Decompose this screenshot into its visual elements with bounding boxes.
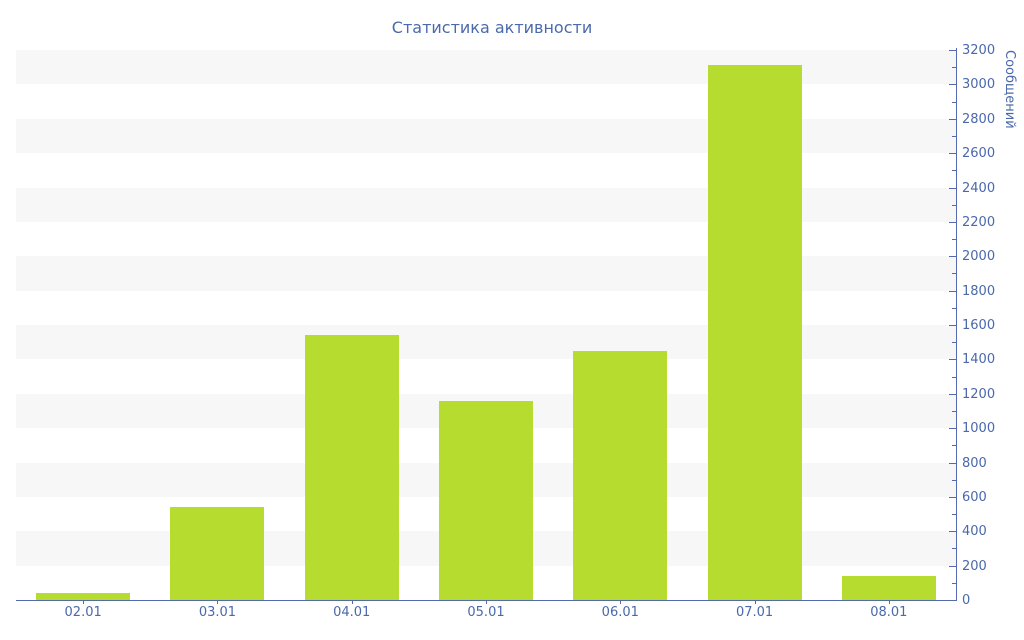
y-axis-major-tick xyxy=(949,393,956,395)
y-axis-label: 1800 xyxy=(962,283,996,299)
bar-02.01 xyxy=(36,593,130,600)
y-axis-minor-tick xyxy=(952,548,956,550)
y-axis-label: 1600 xyxy=(962,318,996,333)
y-axis-label: 1200 xyxy=(962,386,996,402)
bar-05.01 xyxy=(439,400,533,600)
y-axis-minor-tick xyxy=(952,445,956,447)
x-axis-label: 04.01 xyxy=(333,605,371,620)
y-axis-major-tick xyxy=(949,600,956,601)
y-axis-major-tick xyxy=(949,565,956,567)
x-axis-tick xyxy=(217,600,218,604)
y-axis-major-tick xyxy=(949,531,956,533)
y-axis-label: 800 xyxy=(962,455,987,471)
x-axis-label: 06.01 xyxy=(601,605,639,620)
x-axis-tick xyxy=(486,600,487,604)
x-axis-label: 05.01 xyxy=(467,605,505,620)
y-axis-minor-tick xyxy=(952,479,956,481)
y-axis-label: 2600 xyxy=(962,146,996,162)
y-axis-label: 2400 xyxy=(962,180,996,196)
y-axis-minor-tick xyxy=(952,582,956,584)
bar-08.01 xyxy=(842,575,936,600)
x-axis-label: 08.01 xyxy=(870,605,908,620)
y-axis-minor-tick xyxy=(952,307,956,309)
y-axis-major-tick xyxy=(949,428,956,430)
y-axis-label: 1400 xyxy=(962,352,996,368)
grid-band xyxy=(16,118,956,154)
y-axis-minor-tick xyxy=(952,239,956,241)
y-axis-title: Сообщений xyxy=(1002,50,1017,129)
y-axis-minor-tick xyxy=(952,204,956,206)
y-axis-major-tick xyxy=(949,50,956,51)
y-axis-major-tick xyxy=(949,359,956,361)
y-axis-label: 2200 xyxy=(962,214,996,230)
y-axis-major-tick xyxy=(949,290,956,292)
x-axis-tick xyxy=(352,600,353,604)
y-axis-minor-tick xyxy=(952,135,956,137)
y-axis-label: 400 xyxy=(962,524,987,540)
y-axis-major-tick xyxy=(949,496,956,498)
y-axis-line xyxy=(956,48,957,601)
y-axis-minor-tick xyxy=(952,376,956,378)
y-axis-label: 600 xyxy=(962,489,987,505)
y-axis-label: 2000 xyxy=(962,249,996,265)
plot-area xyxy=(16,50,956,600)
x-axis-tick xyxy=(620,600,621,604)
y-axis-major-tick xyxy=(949,221,956,223)
y-axis-minor-tick xyxy=(952,273,956,275)
y-axis-label: 200 xyxy=(962,558,987,574)
y-axis-major-tick xyxy=(949,153,956,155)
y-axis-minor-tick xyxy=(952,410,956,412)
grid-band xyxy=(16,187,956,222)
y-axis-label: 2800 xyxy=(962,111,996,127)
x-axis-label: 07.01 xyxy=(735,605,774,620)
y-axis-minor-tick xyxy=(952,170,956,172)
grid-band xyxy=(16,256,956,291)
y-axis-minor-tick xyxy=(952,101,956,103)
bar-06.01 xyxy=(573,350,667,600)
y-axis-label: 1000 xyxy=(962,421,996,437)
x-axis-tick xyxy=(755,600,756,604)
x-axis-line xyxy=(16,600,957,601)
y-axis-minor-tick xyxy=(952,67,956,69)
y-axis-major-tick xyxy=(949,118,956,120)
y-axis-major-tick xyxy=(949,462,956,464)
x-axis-label: 02.01 xyxy=(64,605,102,620)
bar-03.01 xyxy=(170,507,264,600)
y-axis-major-tick xyxy=(949,187,956,189)
x-axis-label: 03.01 xyxy=(198,605,237,620)
y-axis-label: 3000 xyxy=(962,77,996,93)
x-axis-tick xyxy=(889,600,890,604)
bar-07.01 xyxy=(708,65,802,600)
chart-title: Статистика активности xyxy=(391,18,593,37)
y-axis-minor-tick xyxy=(952,514,956,516)
y-axis-minor-tick xyxy=(952,342,956,344)
y-axis-major-tick xyxy=(949,84,956,86)
y-axis-label: 0 xyxy=(962,593,971,608)
grid-band xyxy=(16,50,956,85)
y-axis-label: 3200 xyxy=(962,43,996,58)
y-axis-major-tick xyxy=(949,256,956,258)
x-axis-tick xyxy=(83,600,84,604)
grid-band xyxy=(16,325,956,360)
bar-04.01 xyxy=(305,335,399,600)
y-axis-major-tick xyxy=(949,325,956,326)
